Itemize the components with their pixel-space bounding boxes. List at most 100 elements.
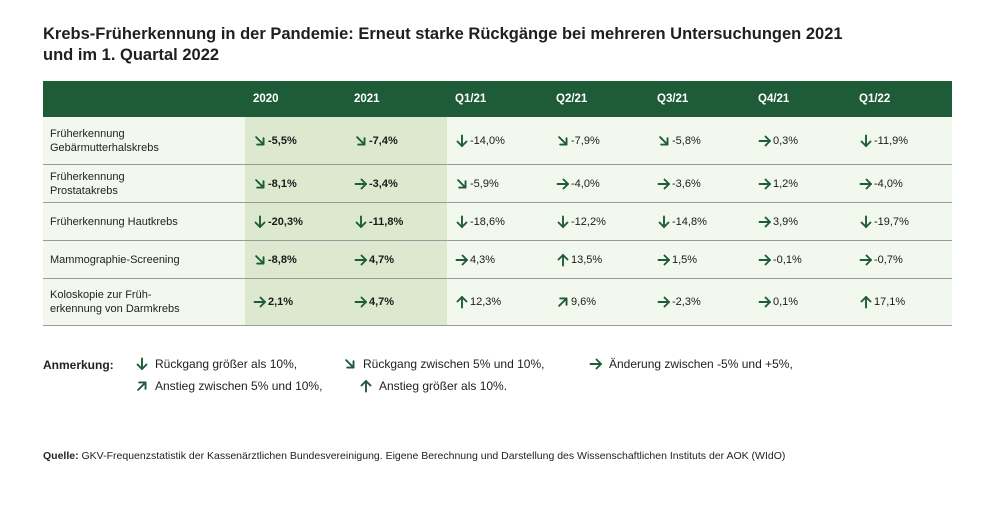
legend-item-text: Anstieg größer als 10%. (379, 379, 508, 393)
table-cell: 1,5% (649, 240, 750, 279)
arrow-down-right-icon (455, 177, 469, 191)
arrow-down-icon (859, 215, 873, 229)
arrow-right-icon (758, 295, 772, 309)
arrow-up-right-icon (556, 295, 570, 309)
row-label: Früherkennung Prostatakrebs (43, 164, 245, 203)
table-cell: -2,3% (649, 278, 750, 326)
arrow-right-icon (455, 253, 469, 267)
cell-value: -8,8% (268, 253, 297, 266)
row-label-line: Früherkennung (50, 170, 125, 183)
arrow-right-icon (758, 215, 772, 229)
cell-value: -8,1% (268, 177, 297, 190)
table-cell: 3,9% (750, 202, 851, 241)
arrow-right-icon (354, 177, 368, 191)
arrow-down-right-icon (343, 357, 357, 371)
legend-item: Anstieg größer als 10%. (359, 379, 507, 393)
cell-value: 4,7% (369, 253, 395, 266)
table-cell: -0,7% (851, 240, 952, 279)
column-header-q4-21: Q4/21 (750, 81, 851, 117)
arrow-down-icon (556, 215, 570, 229)
column-header-label (43, 81, 245, 117)
arrow-down-icon (859, 134, 873, 148)
cell-value: -19,7% (874, 215, 909, 228)
arrow-up-icon (556, 253, 570, 267)
arrow-right-icon (859, 253, 873, 267)
cell-value: 3,9% (773, 215, 799, 228)
arrow-down-right-icon (253, 134, 267, 148)
table-cell: -5,9% (447, 164, 548, 203)
arrow-right-icon (859, 177, 873, 191)
cell-value: 2,1% (268, 296, 294, 308)
cell-value: 0,3% (773, 134, 799, 147)
arrow-down-icon (354, 215, 368, 229)
table-cell: -14,0% (447, 117, 548, 165)
table-cell: 13,5% (548, 240, 649, 279)
legend-item-text: Rückgang zwischen 5% und 10%, (363, 357, 545, 371)
arrow-right-icon (758, 177, 772, 191)
cell-value: -7,9% (571, 134, 600, 147)
cell-value: -12,2% (571, 215, 606, 228)
column-header-2021: 2021 (346, 81, 447, 117)
table-cell: -7,4% (346, 117, 447, 165)
legend-item: Rückgang größer als 10%, (135, 357, 297, 371)
table-cell: -8,8% (245, 240, 346, 279)
cell-value: 0,1% (773, 296, 799, 308)
column-header-2020: 2020 (245, 81, 346, 117)
data-table: 2020 2021 Q1/21 Q2/21 Q3/21 Q4/21 Q1/22 … (43, 81, 952, 326)
row-label-line: Gebärmutterhalskrebs (50, 141, 159, 154)
header-row: 2020 2021 Q1/21 Q2/21 Q3/21 Q4/21 Q1/22 (43, 81, 952, 117)
table-cell: -4,0% (548, 164, 649, 203)
table-cell: -18,6% (447, 202, 548, 241)
cell-value: -14,8% (672, 215, 707, 228)
row-label: Früherkennung Gebärmutterhalskrebs (43, 117, 245, 165)
cell-value: 1,2% (773, 177, 799, 190)
cell-value: -5,9% (470, 177, 499, 190)
arrow-up-icon (859, 295, 873, 309)
table-cell: -4,0% (851, 164, 952, 203)
cell-value: 13,5% (571, 253, 603, 266)
cell-value: -0,1% (773, 253, 802, 266)
arrow-up-icon (359, 379, 373, 393)
table-cell: 0,1% (750, 278, 851, 326)
table-cell: -20,3% (245, 202, 346, 241)
cell-value: -3,4% (369, 177, 398, 190)
table-cell: 2,1% (245, 278, 346, 326)
arrow-down-icon (253, 215, 267, 229)
cell-value: 12,3% (470, 296, 502, 308)
table-cell: 0,3% (750, 117, 851, 165)
table-cell: 4,7% (346, 240, 447, 279)
page-title: Krebs-Früherkennung in der Pandemie: Ern… (43, 24, 943, 66)
row-label-line: Früherkennung (50, 127, 125, 140)
cell-value: -0,7% (874, 253, 903, 266)
arrow-right-icon (758, 253, 772, 267)
row-label-line: Prostatakrebs (50, 184, 118, 197)
table-row: Früherkennung Prostatakrebs -8,1% -3,4% -5,9… (43, 164, 952, 203)
cell-value: -7,4% (369, 134, 398, 147)
cell-value: -11,9% (874, 134, 909, 147)
table-row: Früherkennung Gebärmutterhalskrebs -5,5% -7… (43, 117, 952, 165)
arrow-right-icon (657, 253, 671, 267)
cell-value: 9,6% (571, 296, 597, 308)
arrow-up-right-icon (135, 379, 149, 393)
column-header-q1-21: Q1/21 (447, 81, 548, 117)
legend-item: Änderung zwischen -5% und +5%, (589, 357, 793, 371)
cell-value: -4,0% (571, 177, 600, 190)
arrow-right-icon (354, 253, 368, 267)
table-cell: -5,5% (245, 117, 346, 165)
table-cell: -0,1% (750, 240, 851, 279)
table-row: Früherkennung Hautkrebs -20,3% -11,8% -18,6… (43, 202, 952, 241)
legend-item-text: Änderung zwischen -5% und +5%, (609, 357, 793, 371)
row-label: Früherkennung Hautkrebs (43, 202, 245, 241)
arrow-down-right-icon (657, 134, 671, 148)
arrow-right-icon (253, 295, 267, 309)
arrow-up-icon (455, 295, 469, 309)
table-cell: 4,7% (346, 278, 447, 326)
cell-value: -5,5% (268, 134, 297, 147)
cell-value: -14,0% (470, 134, 505, 147)
title-line-2: und im 1. Quartal 2022 (43, 46, 220, 64)
table-cell: 17,1% (851, 278, 952, 326)
legend-label: Anmerkung: (43, 358, 114, 372)
row-label-line: Koloskopie zur Früh- (50, 289, 152, 301)
table-cell: 4,3% (447, 240, 548, 279)
arrow-down-icon (455, 215, 469, 229)
